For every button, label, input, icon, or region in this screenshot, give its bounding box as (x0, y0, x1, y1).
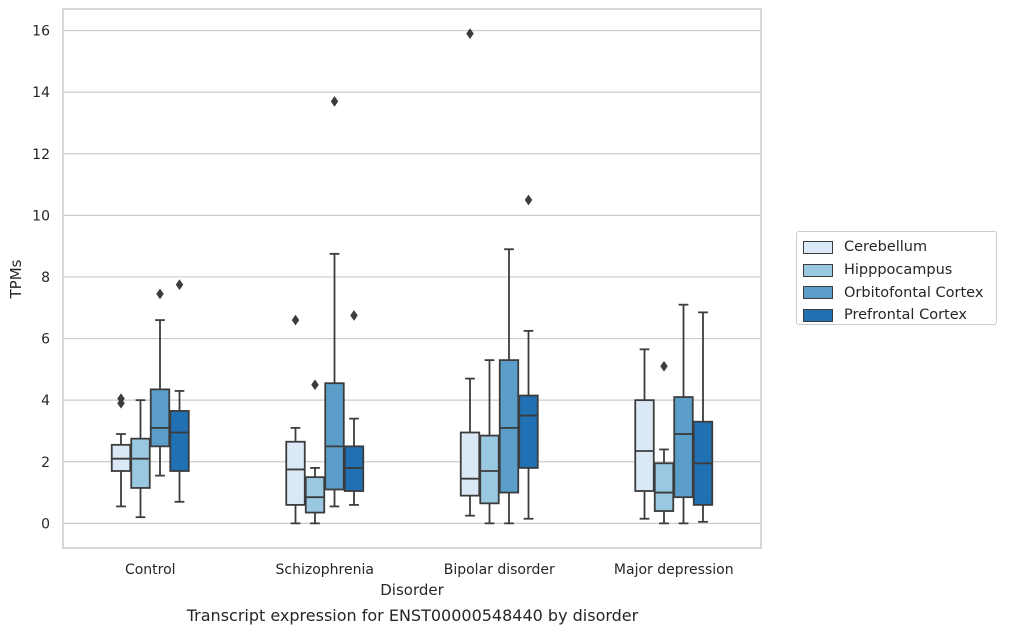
box-iqr (304, 476, 326, 514)
x-axis-label: Disorder (380, 581, 444, 599)
box-iqr (673, 396, 694, 499)
legend-label: Orbitofontal Cortex (844, 284, 984, 301)
y-tick-labels: 0 2 4 6 8 10 12 14 16 (32, 24, 50, 533)
y-tick-label: 16 (32, 24, 50, 40)
plot-frame (62, 8, 762, 549)
box-orbitofontal-cortex (149, 288, 171, 477)
outlier-point (350, 310, 358, 321)
legend-item: Cerebellum (803, 236, 990, 259)
legend-item: Prefrontal Cortex (803, 304, 990, 327)
outlier-point (660, 360, 668, 372)
x-tick-label: Control (125, 562, 176, 578)
legend-item: Orbitofontal Cortex (803, 281, 990, 304)
box-iqr (653, 462, 675, 512)
box-prefrontal-cortex (343, 310, 365, 506)
box-iqr (149, 388, 171, 448)
x-tick-label: Schizophrenia (276, 562, 374, 578)
legend: Cerebellum Hipppocampus Orbitofontal Corte… (796, 231, 997, 325)
box-iqr (498, 359, 520, 494)
y-tick-label: 14 (32, 85, 50, 101)
outlier-point (330, 95, 339, 107)
box-iqr (459, 431, 481, 497)
legend-label: Hipppocampus (844, 262, 953, 279)
x-tick-label: Major depression (614, 562, 734, 578)
x-tick-label: Bipolar disorder (444, 562, 555, 578)
box-hipppocampus (304, 379, 326, 525)
legend-swatch (803, 263, 833, 277)
outlier-point (175, 279, 184, 291)
y-tick-label: 10 (32, 208, 50, 224)
box-iqr (324, 382, 345, 491)
y-tick-label: 6 (41, 332, 50, 348)
box-iqr (634, 399, 655, 492)
box-iqr (130, 437, 151, 489)
outlier-point (156, 288, 164, 300)
box-orbitofontal-cortex (673, 303, 694, 525)
legend-item: Hipppocampus (803, 259, 990, 282)
box-iqr (169, 410, 190, 472)
x-tick-labels: Control Schizophrenia Bipolar disorder Majo… (125, 562, 734, 578)
box-cerebellum (285, 314, 306, 525)
box-orbitofontal-cortex (498, 248, 520, 525)
y-tick-label: 8 (41, 270, 50, 286)
box-iqr (285, 440, 306, 506)
box-hipppocampus (479, 359, 500, 525)
box-hipppocampus (130, 399, 151, 519)
legend-label: Prefrontal Cortex (844, 307, 967, 324)
outlier-point (524, 194, 533, 206)
figure-caption: Transcript expression for ENST0000054844… (186, 606, 639, 625)
box-groups (110, 28, 714, 525)
legend-swatch (803, 240, 833, 254)
box-cerebellum (634, 348, 655, 520)
outlier-point (466, 28, 474, 40)
box-prefrontal-cortex (692, 311, 714, 523)
grid-lines (63, 29, 761, 524)
box-iqr (479, 434, 500, 505)
box-hipppocampus (653, 360, 675, 525)
outlier-point (291, 314, 300, 326)
box-prefrontal-cortex (169, 279, 190, 503)
legend-label: Cerebellum (844, 239, 928, 256)
outlier-point (311, 379, 319, 391)
y-tick-label: 0 (41, 516, 50, 532)
outlier-point (117, 393, 125, 405)
legend-swatch (803, 308, 833, 322)
y-axis-label: TPMs (7, 259, 25, 299)
box-iqr (518, 394, 539, 469)
y-tick-label: 4 (41, 393, 50, 409)
legend-swatch (803, 286, 833, 300)
y-tick-label: 2 (41, 455, 50, 471)
box-cerebellum (459, 28, 481, 517)
box-orbitofontal-cortex (324, 95, 345, 508)
box-cerebellum (110, 393, 132, 508)
y-tick-label: 12 (32, 147, 50, 163)
box-prefrontal-cortex (518, 194, 539, 520)
